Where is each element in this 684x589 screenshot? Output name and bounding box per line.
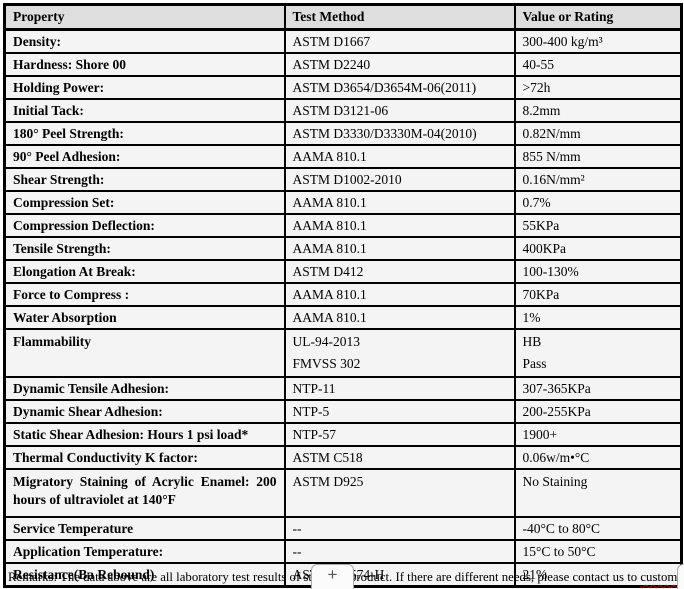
value-cell: 70KPa: [513, 282, 683, 307]
method-cell: NTP-5: [283, 399, 516, 424]
property-cell: Density:: [3, 28, 286, 54]
value-cell: 400KPa: [513, 236, 683, 261]
property-cell: 180° Peel Strength:: [3, 121, 286, 146]
property-cell: Dynamic Tensile Adhesion:: [3, 376, 286, 401]
property-cell: Compression Set:: [3, 190, 286, 215]
property-cell: Initial Tack:: [3, 98, 286, 123]
value-cell: 55KPa: [513, 213, 683, 238]
table-row: Service Temperature -- -40°C to 80°C: [3, 516, 683, 541]
table-row: Water Absorption AAMA 810.1 1%: [3, 305, 683, 330]
remarks-misspelled-word: customizd: [640, 570, 684, 584]
property-cell: Force to Compress :: [3, 282, 286, 307]
method-cell: NTP-11: [283, 376, 516, 401]
method-cell: AAMA 810.1: [283, 236, 516, 261]
value-cell: -40°C to 80°C: [513, 516, 683, 541]
table-row: Thermal Conductivity K factor: ASTM C518…: [3, 445, 683, 470]
property-cell: Flammability: [3, 328, 286, 378]
method-cell: ASTM D3330/D3330M-04(2010): [283, 121, 516, 146]
table-row-migratory-staining: Migratory Staining of Acrylic Enamel: 20…: [3, 468, 683, 518]
value-cell: 8.2mm: [513, 98, 683, 123]
property-cell: Service Temperature: [3, 516, 286, 541]
value-cell: 1%: [513, 305, 683, 330]
property-cell: Thermal Conductivity K factor:: [3, 445, 286, 470]
property-cell: Resistance(Ba Rebound): [3, 562, 286, 588]
property-cell: Elongation At Break:: [3, 259, 286, 284]
method-cell: ASTM D3654/D3654M-06(2011): [283, 75, 516, 100]
property-cell: Dynamic Shear Adhesion:: [3, 399, 286, 424]
method-cell: ASTM D1667: [283, 28, 516, 54]
method-cell: AAMA 810.1: [283, 213, 516, 238]
method-cell: ASTM D412: [283, 259, 516, 284]
value-cell: 855 N/mm: [513, 144, 683, 169]
table-row: Dynamic Tensile Adhesion: NTP-11 307-365…: [3, 376, 683, 401]
property-cell: Shear Strength:: [3, 167, 286, 192]
property-cell: Hardness: Shore 00: [3, 52, 286, 77]
value-cell: 100-130%: [513, 259, 683, 284]
plus-icon: +: [327, 565, 338, 584]
method-cell: AAMA 810.1: [283, 282, 516, 307]
table-row: Static Shear Adhesion: Hours 1 psi load*…: [3, 422, 683, 447]
table-row: Shear Strength: ASTM D1002-2010 0.16N/mm…: [3, 167, 683, 192]
method-cell: AAMA 810.1: [283, 144, 516, 169]
column-header-test-method: Test Method: [283, 3, 516, 31]
value-cell: 15°C to 50°C: [513, 539, 683, 564]
table-row: Initial Tack: ASTM D3121-06 8.2mm: [3, 98, 683, 123]
table-row: Compression Set: AAMA 810.1 0.7%: [3, 190, 683, 215]
property-cell: Static Shear Adhesion: Hours 1 psi load*: [3, 422, 286, 447]
value-cell: 0.7%: [513, 190, 683, 215]
table-row: Elongation At Break: ASTM D412 100-130%: [3, 259, 683, 284]
table-row: Application Temperature: -- 15°C to 50°C: [3, 539, 683, 564]
method-cell: --: [283, 539, 516, 564]
method-cell: --: [283, 516, 516, 541]
table-row: Force to Compress : AAMA 810.1 70KPa: [3, 282, 683, 307]
property-cell: Tensile Strength:: [3, 236, 286, 261]
value-cell: 0.82N/mm: [513, 121, 683, 146]
table-row: 90° Peel Adhesion: AAMA 810.1 855 N/mm: [3, 144, 683, 169]
table-row: Tensile Strength: AAMA 810.1 400KPa: [3, 236, 683, 261]
method-line-2: FMVSS 302: [292, 355, 361, 371]
value-cell: 40-55: [513, 52, 683, 77]
value-cell: HB Pass: [513, 328, 683, 378]
value-cell: 1900+: [513, 422, 683, 447]
property-cell: Water Absorption: [3, 305, 286, 330]
value-line-2: Pass: [522, 355, 547, 371]
table-row: Density: ASTM D1667 300-400 kg/m³: [3, 28, 683, 54]
property-cell: Application Temperature:: [3, 539, 286, 564]
property-cell: Compression Deflection:: [3, 213, 286, 238]
table-header-row: Property Test Method Value or Rating: [3, 3, 683, 31]
method-cell: AAMA 810.1: [283, 190, 516, 215]
property-cell: Migratory Staining of Acrylic Enamel: 20…: [3, 468, 286, 518]
method-cell: NTP-57: [283, 422, 516, 447]
property-cell: Holding Power:: [3, 75, 286, 100]
property-cell: 90° Peel Adhesion:: [3, 144, 286, 169]
value-cell: 0.06w/m•°C: [513, 445, 683, 470]
spec-table: Property Test Method Value or Rating Den…: [3, 3, 683, 588]
value-line-1: HB: [522, 334, 542, 349]
value-cell: No Staining: [513, 468, 683, 518]
value-cell: 0.16N/mm²: [513, 167, 683, 192]
table-row: Hardness: Shore 00 ASTM D2240 40-55: [3, 52, 683, 77]
value-cell: 200-255KPa: [513, 399, 683, 424]
partial-right-button[interactable]: [677, 564, 684, 589]
table-row: Dynamic Shear Adhesion: NTP-5 200-255KPa: [3, 399, 683, 424]
method-cell: ASTM D1002-2010: [283, 167, 516, 192]
table-row: Compression Deflection: AAMA 810.1 55KPa: [3, 213, 683, 238]
zoom-in-button[interactable]: +: [311, 564, 354, 589]
value-cell: >72h: [513, 75, 683, 100]
method-cell: UL-94-2013 FMVSS 302: [283, 328, 516, 378]
value-cell: 307-365KPa: [513, 376, 683, 401]
column-header-value-or-rating: Value or Rating: [513, 3, 683, 31]
table-row: Holding Power: ASTM D3654/D3654M-06(2011…: [3, 75, 683, 100]
method-cell: ASTM D3121-06: [283, 98, 516, 123]
value-cell: 300-400 kg/m³: [513, 28, 683, 54]
method-cell: ASTM D2240: [283, 52, 516, 77]
method-line-1: UL-94-2013: [292, 334, 361, 349]
method-cell: AAMA 810.1: [283, 305, 516, 330]
table-row-flammability: Flammability UL-94-2013 FMVSS 302 HB Pas…: [3, 328, 683, 378]
method-cell: ASTM C518: [283, 445, 516, 470]
table-row: 180° Peel Strength: ASTM D3330/D3330M-04…: [3, 121, 683, 146]
method-cell: ASTM D925: [283, 468, 516, 518]
column-header-property: Property: [3, 3, 286, 31]
